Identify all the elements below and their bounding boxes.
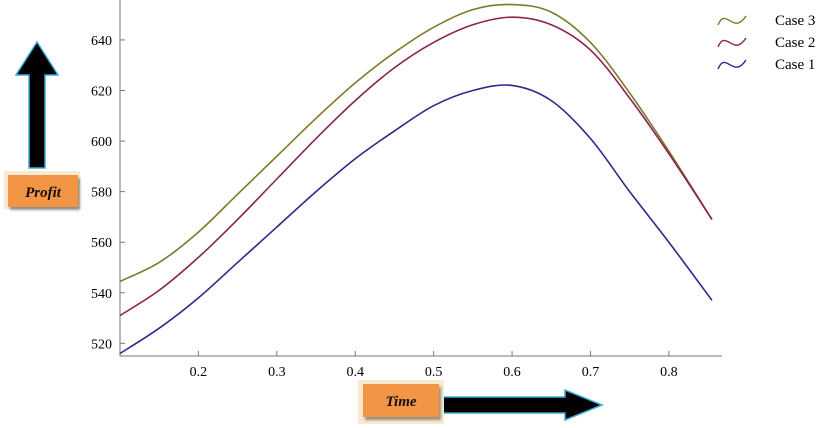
x-tick-label: 0.2 (190, 365, 208, 380)
profit-arrow (14, 40, 60, 169)
x-tick-label: 0.7 (582, 365, 600, 380)
x-tick-label: 0.6 (503, 365, 521, 380)
time-arrow (442, 388, 604, 422)
legend: Case 3 Case 2 Case 1 (717, 13, 815, 73)
x-axis-label: Time (385, 394, 416, 410)
y-tick-label: 600 (91, 135, 112, 150)
y-axis-label: Profit (25, 185, 62, 201)
x-tick-label: 0.4 (346, 365, 364, 380)
time-arrow-shape (442, 388, 604, 422)
legend-swatch-case-3 (717, 15, 747, 26)
x-tick-label: 0.8 (660, 365, 678, 380)
y-tick-label: 580 (91, 186, 112, 201)
y-tick-label: 620 (91, 85, 112, 100)
legend-swatch-case-1 (717, 59, 747, 70)
profit-label-box: Profit (4, 171, 80, 209)
legend-label-case-3: Case 3 (775, 13, 815, 29)
profit-label-frame (8, 175, 78, 207)
axes (119, 0, 722, 357)
y-tick-label: 640 (91, 34, 112, 49)
y-tick-label: 540 (91, 287, 112, 302)
y-tick-label: 560 (91, 236, 112, 251)
series-line-case-3 (119, 3, 713, 283)
x-tick-label: 0.5 (425, 365, 443, 380)
legend-swatch-case-2 (717, 37, 747, 48)
ticks: 0.2 0.3 0.4 0.5 0.6 0.7 0.8 520 540 560 580 600 620 6… (91, 34, 678, 380)
legend-label-case-2: Case 2 (775, 35, 815, 51)
time-label-frame (363, 384, 439, 417)
legend-label-case-1: Case 1 (775, 57, 815, 73)
x-tick-label: 0.3 (268, 365, 286, 380)
time-label-box: Time (358, 380, 444, 424)
series-line-case-2 (119, 16, 713, 317)
y-tick-label: 520 (91, 337, 112, 352)
series-line-case-1 (119, 84, 713, 355)
profit-arrow-shape (14, 40, 60, 169)
series-lines (119, 3, 713, 355)
